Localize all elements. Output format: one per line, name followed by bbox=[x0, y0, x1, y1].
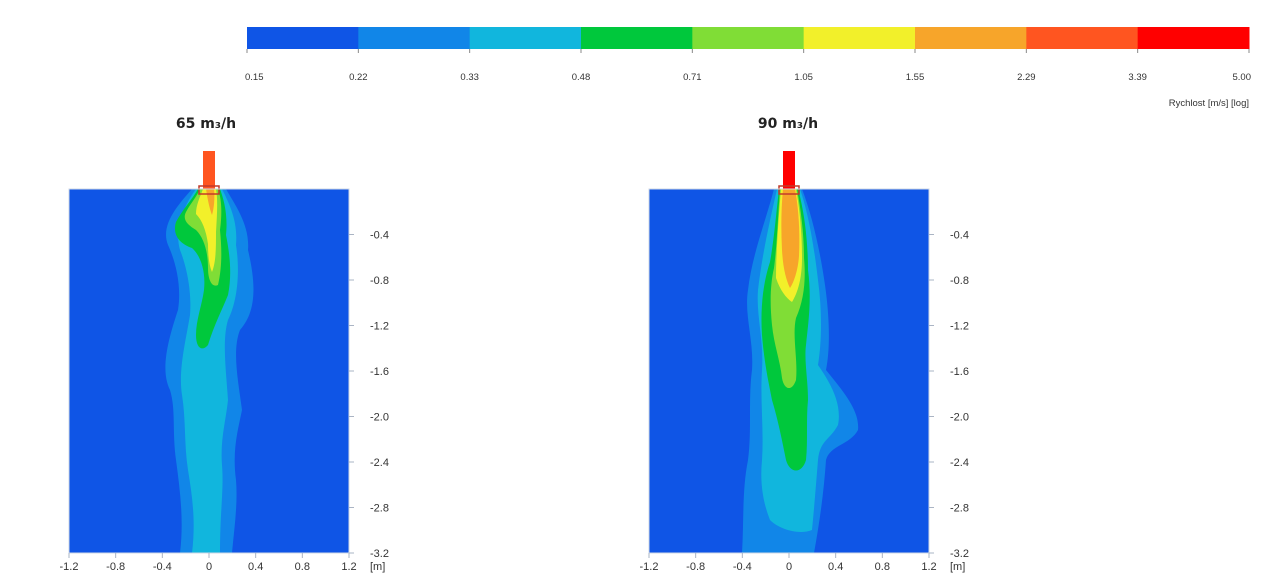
y-tick-label: -2.4 bbox=[950, 457, 969, 469]
y-tick-label: -1.6 bbox=[950, 366, 969, 378]
colorbar-tick-label: 0.15 bbox=[245, 72, 264, 83]
colorbar-tick-label: 0.48 bbox=[572, 72, 591, 83]
x-unit-label: [m] bbox=[950, 561, 965, 573]
inlet-pipe bbox=[203, 151, 215, 189]
y-tick-label: -2.0 bbox=[950, 412, 969, 424]
x-tick-label: 0.4 bbox=[248, 561, 263, 573]
x-tick-label: 0.4 bbox=[828, 561, 843, 573]
y-tick-label: -0.4 bbox=[950, 230, 969, 242]
colorbar-segment bbox=[358, 27, 471, 49]
inlet-nozzle bbox=[198, 185, 220, 195]
y-tick-label: -3.2 bbox=[950, 548, 969, 560]
x-tick-label: 0.8 bbox=[875, 561, 890, 573]
colorbar-tick-label: 1.05 bbox=[794, 72, 813, 83]
y-tick-label: -1.2 bbox=[950, 321, 969, 333]
colorbar-tick-label: 0.22 bbox=[349, 72, 368, 83]
y-tick-label: -0.8 bbox=[950, 275, 969, 287]
y-tick-label: -1.6 bbox=[370, 366, 389, 378]
colorbar-tick-label: 0.33 bbox=[460, 72, 479, 83]
colorbar-tick-label: 2.29 bbox=[1017, 72, 1036, 83]
panel-title-90: 90 m₃/h bbox=[758, 116, 818, 132]
colorbar-segment bbox=[1137, 27, 1250, 49]
y-tick-label: -2.8 bbox=[370, 503, 389, 515]
x-tick-label: -0.8 bbox=[686, 561, 705, 573]
y-tick-label: -3.2 bbox=[370, 548, 389, 560]
contour-level-1.55 bbox=[781, 189, 800, 288]
y-tick-label: -2.8 bbox=[950, 503, 969, 515]
panel-title-65: 65 m₃/h bbox=[176, 116, 236, 132]
x-tick-label: -1.2 bbox=[60, 561, 79, 573]
inlet-nozzle bbox=[778, 185, 800, 195]
contour-level-1.55 bbox=[206, 189, 215, 215]
colorbar-segment bbox=[803, 27, 916, 49]
colorbar-segment bbox=[915, 27, 1027, 49]
colorbar-segment bbox=[692, 27, 805, 49]
y-tick-label: -0.4 bbox=[370, 230, 389, 242]
x-tick-label: -0.4 bbox=[153, 561, 172, 573]
colorbar-segment bbox=[469, 27, 582, 49]
inlet-pipe bbox=[783, 151, 795, 189]
x-tick-label: 0 bbox=[206, 561, 212, 573]
x-tick-label: -1.2 bbox=[640, 561, 659, 573]
y-tick-label: -2.4 bbox=[370, 457, 389, 469]
colorbar: 0.15 0.22 0.33 0.48 0.71 1.05 1.55 2.29 3.39 5.00… bbox=[245, 27, 1251, 109]
y-tick-label: -2.0 bbox=[370, 412, 389, 424]
x-tick-label: -0.8 bbox=[106, 561, 125, 573]
colorbar-segment bbox=[581, 27, 693, 49]
y-tick-label: -1.2 bbox=[370, 321, 389, 333]
panel-65: 65 m₃/h -1.2 -0.8 -0.4 0 0.4 0.8 1.2 [m] -0.4 -0.… bbox=[60, 116, 389, 573]
panel-90: 90 m₃/h -1.2 -0.8 -0.4 0 0.4 0.8 1.2 [m] -0.4 -0.… bbox=[640, 116, 969, 573]
colorbar-tick-label: 1.55 bbox=[906, 72, 925, 83]
y-tick-label: -0.8 bbox=[370, 275, 389, 287]
colorbar-title: Rychlost [m/s] [log] bbox=[1169, 98, 1249, 109]
x-tick-label: -0.4 bbox=[733, 561, 752, 573]
x-tick-label: 1.2 bbox=[341, 561, 356, 573]
colorbar-tick-label: 0.71 bbox=[683, 72, 702, 83]
x-unit-label: [m] bbox=[370, 561, 385, 573]
x-tick-label: 0 bbox=[786, 561, 792, 573]
x-tick-label: 1.2 bbox=[921, 561, 936, 573]
colorbar-segment bbox=[1026, 27, 1139, 49]
colorbar-segment bbox=[247, 27, 359, 49]
x-tick-label: 0.8 bbox=[295, 561, 310, 573]
colorbar-tick-label: 5.00 bbox=[1233, 72, 1252, 83]
colorbar-tick-label: 3.39 bbox=[1128, 72, 1147, 83]
